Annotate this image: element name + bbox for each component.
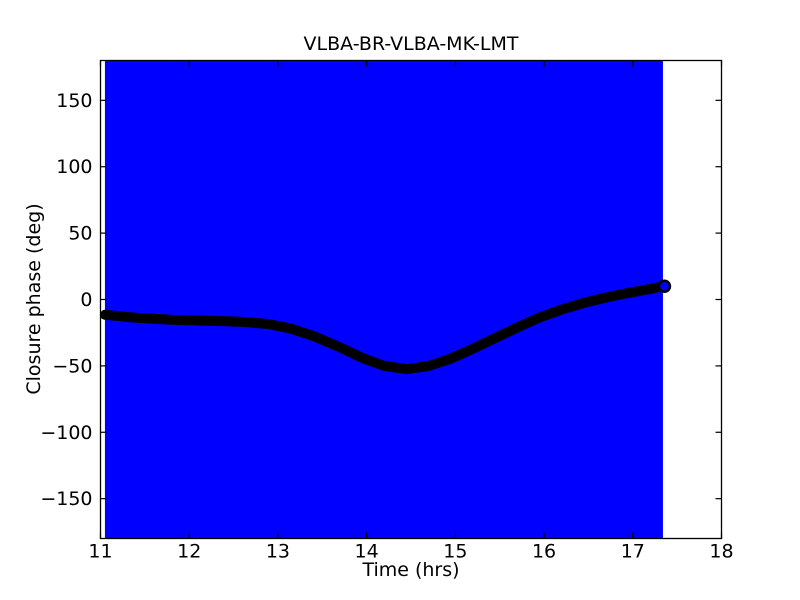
end-point-marker (657, 279, 672, 293)
x-axis-label: Time (hrs) (362, 559, 460, 581)
y-tick-label: 50 (68, 223, 92, 245)
y-tick-label: −150 (40, 488, 92, 510)
y-tick-label: 150 (56, 90, 92, 112)
y-tick-label: −100 (40, 422, 92, 444)
error-band (104, 61, 663, 538)
x-tick-label: 13 (266, 541, 290, 563)
x-tick-label: 11 (88, 541, 112, 563)
y-tick-label: 0 (80, 289, 92, 311)
x-tick-label: 18 (709, 541, 733, 563)
x-tick-label: 17 (621, 541, 645, 563)
chart-title: VLBA-BR-VLBA-MK-LMT (303, 33, 519, 55)
x-tick-label: 15 (443, 541, 467, 563)
x-tick-label: 16 (532, 541, 556, 563)
x-tick-label: 14 (355, 541, 379, 563)
y-tick-label: 100 (56, 156, 92, 178)
closure-phase-curve (99, 281, 668, 375)
y-tick-label: −50 (52, 355, 92, 377)
x-tick-label: 12 (177, 541, 201, 563)
